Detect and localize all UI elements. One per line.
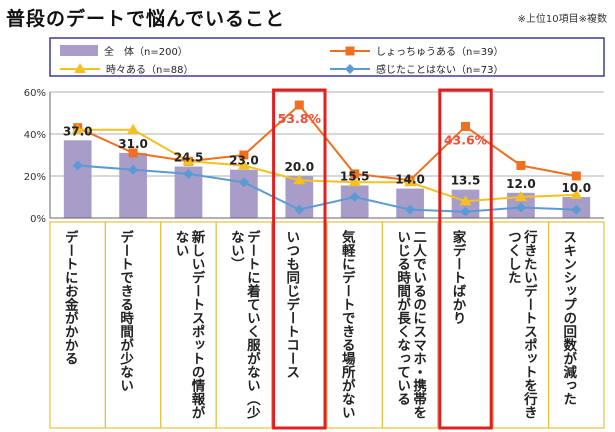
callout-label: 53.8% xyxy=(278,111,322,126)
point-2 xyxy=(71,123,84,134)
point-1 xyxy=(571,171,581,181)
point-3 xyxy=(238,177,249,188)
category-label: スキンシップの回数が減った xyxy=(560,230,577,406)
bar-value-label: 37.0 xyxy=(63,124,93,138)
series-line-3 xyxy=(77,164,577,213)
category-box xyxy=(49,221,107,429)
legend-label-1: しょっちゅうある（n=39） xyxy=(376,46,503,58)
highlight-frame xyxy=(438,88,493,430)
point-2 xyxy=(459,195,472,206)
category-label: いつも同じデートコース xyxy=(283,230,300,379)
point-3 xyxy=(72,160,83,171)
legend-label-bar: 全 体（n=200） xyxy=(104,45,188,58)
point-3 xyxy=(571,204,582,215)
bar-value-label: 13.5 xyxy=(451,174,481,188)
category-box xyxy=(492,221,550,429)
category-label: 家デートばかり xyxy=(449,230,466,325)
point-2 xyxy=(514,191,527,201)
point-1 xyxy=(239,150,249,160)
series-line-1 xyxy=(77,103,577,182)
y-tick-label: 0% xyxy=(30,214,46,225)
chart-title: 普段のデートで悩んでいること xyxy=(6,8,286,30)
y-tick-label: 40% xyxy=(24,130,46,141)
legend-label-3: 感じたことはない（n=73） xyxy=(376,63,503,76)
point-3 xyxy=(349,192,360,202)
series-line-2 xyxy=(77,128,577,203)
bar xyxy=(63,140,92,218)
category-box xyxy=(215,221,273,429)
category-label: 二人でいるのにスマホ・携帯をいじる時間が長くなっている xyxy=(394,230,427,419)
callout-label: 43.6% xyxy=(444,132,488,147)
point-2 xyxy=(182,155,195,166)
point-3 xyxy=(405,204,416,215)
point-1 xyxy=(461,121,470,131)
point-2 xyxy=(404,176,417,187)
point-2 xyxy=(570,188,583,199)
category-label: 行きたいデートスポットを行きつくした xyxy=(504,230,537,419)
point-2 xyxy=(348,176,361,187)
category-box xyxy=(104,221,162,429)
category-label: デートできる時間が少ない xyxy=(117,230,134,392)
point-3 xyxy=(183,168,194,179)
category-box xyxy=(381,221,439,429)
category-label: デートに着ていく服がない（少ない） xyxy=(227,230,260,419)
bar xyxy=(230,169,258,218)
bar-value-label: 31.0 xyxy=(118,137,148,151)
point-3 xyxy=(515,202,526,213)
legend-marker-1 xyxy=(345,46,355,56)
highlight-frame xyxy=(272,88,327,430)
category-box xyxy=(437,221,494,429)
point-2 xyxy=(127,123,140,134)
point-1 xyxy=(516,161,526,170)
bar-value-label: 23.0 xyxy=(229,154,259,168)
category-box xyxy=(271,221,328,429)
bar-value-label: 14.0 xyxy=(395,173,425,187)
legend-marker-3 xyxy=(345,64,355,74)
category-box xyxy=(547,221,605,429)
bar xyxy=(119,152,147,218)
point-3 xyxy=(294,204,305,215)
bar-value-label: 24.5 xyxy=(174,151,204,165)
point-1 xyxy=(350,169,360,179)
chart-note: ※上位10項目※複数 xyxy=(517,14,607,25)
y-tick-label: 60% xyxy=(24,88,46,99)
bar-value-label: 12.0 xyxy=(506,177,536,191)
category-label: デートにお金がかかる xyxy=(61,230,78,365)
bar-value-label: 10.0 xyxy=(561,181,591,195)
bar-value-label: 20.0 xyxy=(284,160,314,174)
bar-value-label: 15.5 xyxy=(340,169,370,183)
point-2 xyxy=(237,159,250,170)
point-1 xyxy=(128,148,138,158)
point-2 xyxy=(293,174,306,185)
category-label: 新しいデートスポットの情報がない xyxy=(172,230,205,419)
legend-box xyxy=(49,37,605,77)
category-label: 気軽にデートできる場所がない xyxy=(338,230,355,419)
y-tick-label: 20% xyxy=(24,172,46,183)
point-3 xyxy=(460,206,471,217)
legend-swatch-bar xyxy=(60,45,98,56)
point-3 xyxy=(128,164,139,175)
point-1 xyxy=(294,100,304,110)
legend-label-2: 時々ある（n=88） xyxy=(106,64,193,76)
legend-marker-2 xyxy=(74,63,86,73)
